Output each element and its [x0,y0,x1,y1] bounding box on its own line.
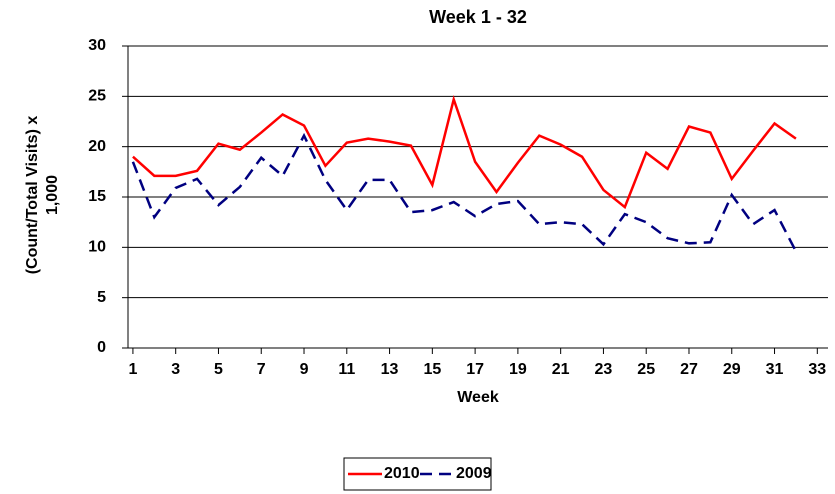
x-tick-label: 5 [214,361,223,378]
x-tick-label: 17 [466,361,484,378]
x-tick-label: 25 [637,361,655,378]
x-tick-label: 33 [808,361,826,378]
x-tick-label: 19 [509,361,527,378]
x-axis-title: Week [457,389,499,406]
x-tick-label: 7 [257,361,266,378]
x-tick-label: 31 [766,361,784,378]
x-tick-label: 27 [680,361,698,378]
y-tick-label: 10 [88,239,106,256]
legend-label: 2009 [456,465,492,482]
x-tick-label: 3 [171,361,180,378]
x-tick-label: 1 [128,361,137,378]
y-tick-label: 25 [88,88,106,105]
series-line [132,94,797,210]
x-tick-label: 15 [423,361,441,378]
y-tick-label: 15 [88,188,106,205]
y-axis-title: (Count/Total Visits) x 1,000 [24,115,61,275]
x-tick-label: 23 [595,361,613,378]
x-tick-label: 9 [300,361,309,378]
y-tick-label: 0 [97,339,106,356]
chart-title: Week 1 - 32 [429,7,527,27]
legend-label: 2010 [384,465,420,482]
x-tick-label: 11 [338,361,355,378]
y-tick-label: 30 [88,37,106,54]
x-tick-label: 29 [723,361,741,378]
x-tick-label: 21 [552,361,570,378]
legend-box [343,457,492,491]
y-tick-label: 5 [97,289,106,306]
x-tick-label: 13 [381,361,399,378]
series-line [131,132,798,252]
y-tick-label: 20 [88,138,106,155]
